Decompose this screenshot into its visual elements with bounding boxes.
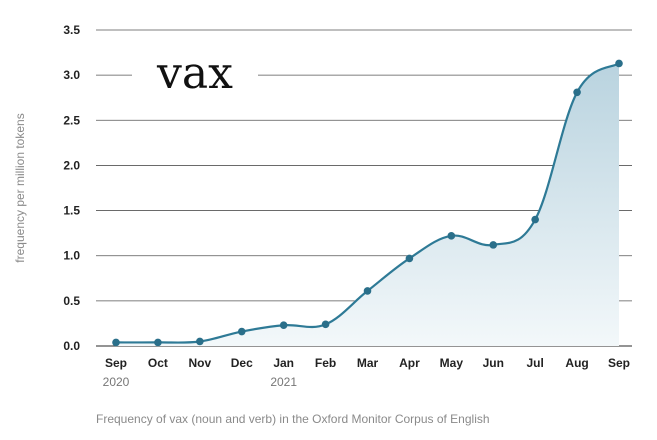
x-tick-label: Feb bbox=[315, 356, 336, 370]
x-tick-label: Jun bbox=[483, 356, 504, 370]
data-point bbox=[447, 232, 456, 240]
x-tick-label: Nov bbox=[188, 356, 211, 370]
x-tick-label: Mar bbox=[357, 356, 379, 370]
data-point bbox=[363, 287, 372, 295]
series-area bbox=[116, 63, 619, 347]
data-point bbox=[489, 241, 498, 249]
data-point bbox=[321, 320, 330, 329]
data-point bbox=[531, 215, 539, 224]
y-tick-label: 0.5 bbox=[63, 294, 80, 308]
y-tick-label: 2.5 bbox=[63, 113, 80, 127]
x-tick-label: Sep bbox=[105, 356, 127, 370]
x-tick-label: Apr bbox=[399, 356, 420, 370]
data-point bbox=[196, 337, 204, 346]
title-background bbox=[132, 50, 258, 98]
data-point bbox=[573, 88, 581, 97]
x-year-label: 2020 bbox=[103, 375, 130, 389]
x-tick-label: May bbox=[440, 356, 464, 370]
data-points bbox=[112, 59, 623, 347]
x-axis-ticks: Sep Oct Nov Dec Jan Feb Mar Apr May Jun Jul Aug Sep 2… bbox=[103, 356, 630, 389]
y-tick-label: 1.5 bbox=[63, 204, 80, 218]
x-tick-label: Aug bbox=[565, 356, 588, 370]
y-tick-label: 2.0 bbox=[63, 158, 80, 172]
data-point bbox=[279, 321, 288, 330]
y-tick-label: 3.0 bbox=[63, 68, 80, 82]
y-tick-label: 1.0 bbox=[63, 249, 80, 263]
y-axis-ticks: 0.0 0.5 1.0 1.5 2.0 2.5 3.0 3.5 bbox=[63, 23, 80, 353]
y-axis-label: frequency per million tokens bbox=[13, 113, 27, 262]
data-point bbox=[154, 338, 162, 347]
x-tick-label: Jul bbox=[526, 356, 543, 370]
data-point bbox=[112, 338, 120, 347]
x-tick-label: Dec bbox=[231, 356, 253, 370]
x-tick-label: Jan bbox=[273, 356, 294, 370]
chart-title: vax bbox=[156, 48, 233, 99]
y-tick-label: 0.0 bbox=[63, 339, 80, 353]
x-year-label: 2021 bbox=[270, 375, 297, 389]
data-point bbox=[405, 254, 414, 263]
x-tick-label: Oct bbox=[148, 356, 168, 370]
y-tick-label: 3.5 bbox=[63, 23, 80, 37]
data-point bbox=[615, 59, 623, 68]
chart-caption: Frequency of vax (noun and verb) in the … bbox=[96, 412, 490, 426]
data-point bbox=[237, 327, 246, 336]
x-tick-label: Sep bbox=[608, 356, 630, 370]
